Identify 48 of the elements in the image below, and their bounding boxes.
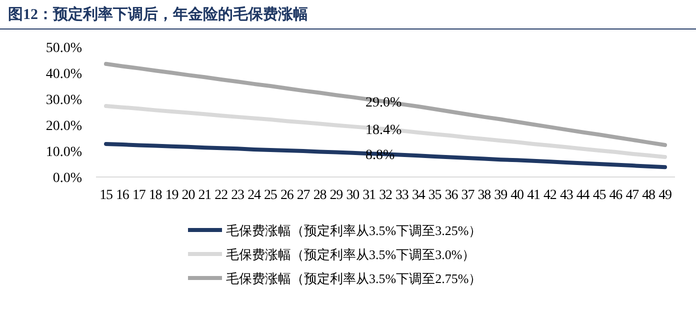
x-tick-label: 26 (280, 188, 294, 203)
x-tick-label: 34 (412, 188, 426, 203)
legend-label: 毛保费涨幅（预定利率从3.5%下调至2.75%） (226, 271, 482, 286)
x-tick-label: 17 (132, 188, 146, 203)
x-tick-label: 27 (296, 188, 310, 203)
x-tick-label: 44 (576, 188, 590, 203)
x-tick-label: 31 (362, 188, 376, 203)
x-tick-label: 18 (148, 188, 162, 203)
x-tick-label: 35 (428, 188, 442, 203)
x-tick-label: 38 (478, 188, 492, 203)
x-tick-label: 46 (609, 188, 623, 203)
legend-label: 毛保费涨幅（预定利率从3.5%下调至3.25%） (226, 223, 482, 238)
y-tick-label: 10.0% (46, 145, 82, 160)
x-tick-label: 37 (461, 188, 475, 203)
x-tick-label: 47 (626, 188, 640, 203)
x-tick-label: 28 (313, 188, 327, 203)
chart-title: 图12：预定利率下调后，年金险的毛保费涨幅 (8, 5, 308, 23)
y-tick-label: 20.0% (46, 119, 82, 134)
x-tick-label: 39 (494, 188, 508, 203)
data-label: 18.4% (366, 123, 402, 138)
y-tick-label: 30.0% (46, 93, 82, 108)
x-tick-label: 15 (100, 188, 113, 203)
x-tick-label: 49 (658, 188, 672, 203)
x-tick-label: 48 (642, 188, 656, 203)
x-tick-label: 25 (264, 188, 278, 203)
x-tick-label: 24 (248, 188, 261, 203)
x-tick-label: 42 (544, 188, 557, 203)
x-tick-label: 21 (198, 188, 212, 203)
x-tick-label: 19 (165, 188, 179, 203)
x-tick-label: 22 (214, 188, 228, 203)
x-tick-label: 23 (231, 188, 245, 203)
y-tick-label: 50.0% (46, 41, 82, 56)
y-tick-label: 0.0% (52, 171, 82, 186)
x-tick-label: 36 (444, 188, 458, 203)
y-tick-label: 40.0% (46, 67, 82, 82)
x-tick-label: 32 (379, 188, 392, 203)
x-tick-label: 45 (592, 188, 606, 203)
x-tick-label: 33 (396, 188, 409, 203)
x-tick-label: 43 (560, 188, 574, 203)
x-tick-label: 29 (330, 188, 344, 203)
data-label: 29.0% (366, 96, 402, 111)
legend-label: 毛保费涨幅（预定利率从3.5%下调至3.0%） (226, 247, 476, 262)
x-tick-label: 30 (346, 188, 360, 203)
x-tick-label: 16 (116, 188, 130, 203)
x-tick-label: 40 (510, 188, 524, 203)
x-tick-label: 41 (527, 188, 540, 203)
x-tick-label: 20 (182, 188, 196, 203)
data-label: 8.8% (366, 148, 395, 164)
